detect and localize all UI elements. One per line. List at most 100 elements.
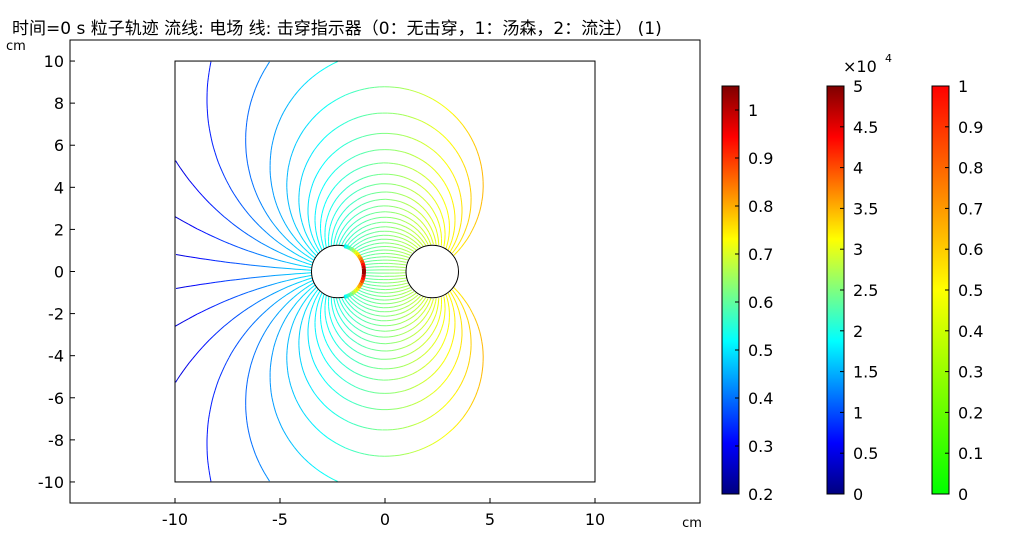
- streamline-segment: [391, 324, 397, 326]
- streamline-segment: [250, 98, 253, 104]
- streamline-segment: [430, 372, 436, 377]
- streamline-segment: [356, 204, 362, 209]
- streamline-segment: [245, 384, 248, 390]
- streamline-segment: [467, 217, 470, 224]
- streamline-segment: [339, 221, 344, 227]
- streamline-segment: [426, 123, 431, 127]
- streamline-segment: [223, 322, 229, 327]
- streamline-segment: [287, 167, 289, 173]
- streamline-segment: [443, 298, 446, 304]
- streamline-segment: [435, 241, 437, 246]
- streamline-segment: [270, 392, 273, 398]
- streamline-segment: [366, 257, 372, 260]
- streamline-segment: [273, 130, 277, 136]
- streamline-segment: [407, 299, 413, 303]
- streamline-segment: [357, 136, 363, 139]
- streamline-segment: [309, 247, 314, 253]
- streamline-segment: [369, 149, 375, 152]
- streamline-segment: [303, 226, 306, 233]
- streamline-segment: [219, 239, 225, 243]
- streamline-segment: [361, 345, 367, 349]
- streamline-segment: [423, 237, 428, 243]
- streamline-segment: [395, 287, 401, 290]
- streamline-segment: [371, 348, 377, 351]
- streamline-segment: [207, 460, 209, 466]
- streamline-segment: [375, 358, 381, 360]
- streamline-segment: [422, 197, 427, 203]
- streamline-segment: [416, 368, 422, 372]
- streamline-segment: [440, 435, 446, 439]
- colorbar-tick-label: 0.6: [958, 240, 983, 259]
- streamline-segment: [300, 130, 304, 136]
- streamline-segment: [347, 320, 352, 325]
- streamline-segment: [412, 359, 418, 363]
- streamline-segment: [417, 303, 422, 308]
- streamline-segment: [370, 212, 376, 215]
- streamline-segment: [263, 65, 268, 71]
- streamline-segment: [188, 179, 193, 185]
- streamline-segment: [421, 418, 427, 423]
- streamline-segment: [405, 230, 410, 235]
- streamline-segment: [413, 302, 419, 307]
- streamline-segment: [481, 196, 484, 202]
- streamline-segment: [373, 235, 379, 238]
- streamline-segment: [287, 162, 290, 168]
- streamline-segment: [439, 228, 442, 234]
- streamline-segment: [308, 223, 311, 229]
- streamline-segment: [228, 184, 232, 190]
- streamline-segment: [311, 74, 317, 78]
- streamline-segment: [341, 240, 345, 246]
- streamline-segment: [179, 370, 184, 376]
- streamline-segment: [216, 209, 221, 214]
- streamline-segment: [306, 266, 312, 269]
- streamline-segment: [339, 144, 345, 149]
- streamline-segment: [432, 328, 436, 334]
- streamline-segment: [399, 213, 405, 217]
- streamline-segment: [409, 305, 415, 310]
- streamline-segment: [205, 258, 211, 261]
- streamline-segment: [274, 249, 280, 253]
- streamline-segment: [448, 110, 454, 115]
- streamline-segment: [462, 125, 467, 130]
- streamline-segment: [446, 186, 450, 192]
- streamline-segment: [326, 212, 330, 218]
- streamline-segment: [405, 308, 410, 313]
- streamline-segment: [428, 345, 433, 351]
- streamline-segment: [442, 403, 447, 409]
- streamline-segment: [314, 242, 318, 248]
- breakdown-arc: [351, 247, 356, 253]
- streamline-segment: [247, 107, 250, 114]
- streamline-segment: [283, 286, 289, 290]
- streamline-segment: [437, 333, 441, 339]
- streamline-segment: [252, 237, 258, 241]
- streamline-segment: [311, 149, 315, 155]
- streamline-segment: [449, 396, 454, 401]
- streamline-segment: [430, 311, 434, 317]
- streamline-segment: [459, 236, 463, 242]
- streamline-segment: [394, 243, 400, 246]
- streamline-segment: [246, 117, 248, 123]
- streamline-segment: [310, 284, 316, 289]
- streamline-segment: [290, 232, 295, 237]
- streamline-segment: [284, 314, 289, 320]
- streamline-segment: [338, 347, 344, 352]
- streamline-segment: [273, 300, 279, 305]
- streamline-segment: [293, 222, 297, 228]
- streamline-segment: [357, 404, 363, 407]
- streamline-segment: [430, 125, 436, 130]
- streamline-segment: [328, 306, 330, 312]
- streamline-segment: [354, 360, 360, 364]
- streamline-segment: [346, 301, 351, 306]
- streamline-segment: [400, 286, 406, 289]
- streamline-segment: [430, 166, 436, 171]
- streamline-segment: [474, 220, 477, 226]
- streamline-segment: [420, 141, 426, 146]
- streamline-segment: [225, 279, 231, 282]
- streamline-segment: [345, 205, 350, 210]
- streamline-segment: [209, 62, 212, 68]
- breakdown-arc: [348, 291, 354, 297]
- streamline-segment: [363, 364, 369, 368]
- streamline-segment: [450, 195, 453, 201]
- streamline-segment: [252, 288, 258, 292]
- streamline-segment: [371, 246, 377, 249]
